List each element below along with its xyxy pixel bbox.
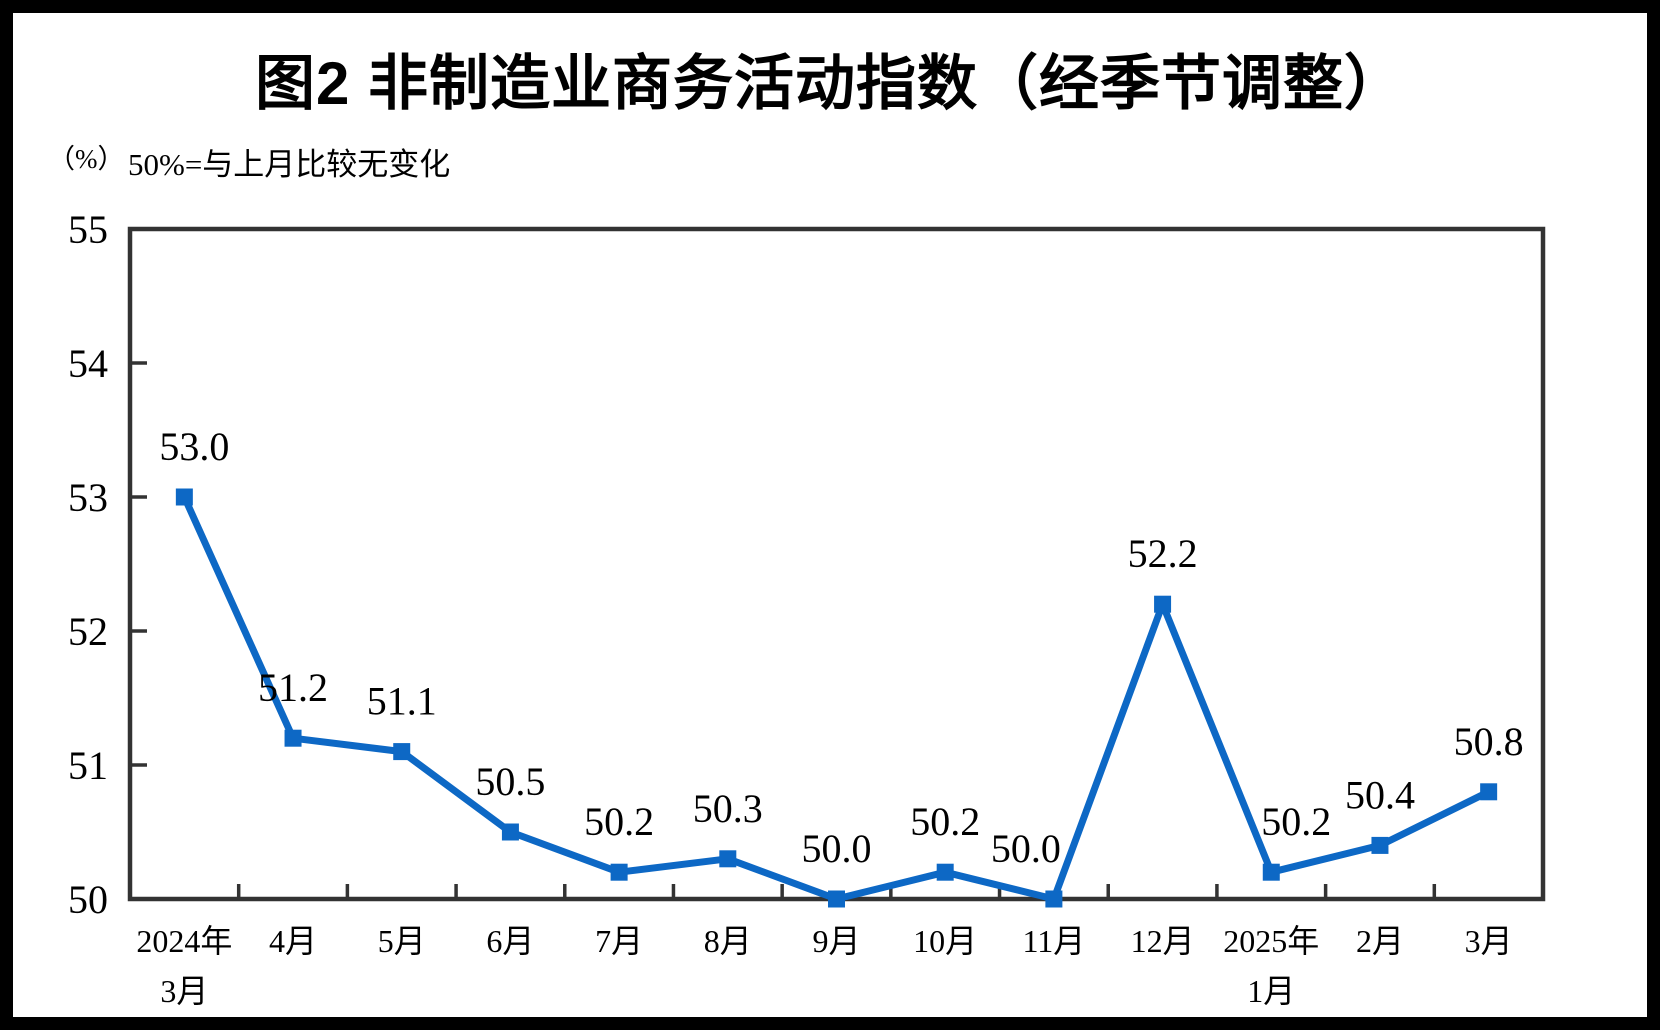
y-tick-label: 54 xyxy=(68,341,108,386)
data-point-marker xyxy=(501,823,519,841)
data-point-label: 51.1 xyxy=(367,679,437,724)
data-point-marker xyxy=(393,743,411,761)
data-point-marker xyxy=(828,890,845,908)
y-tick-label: 53 xyxy=(68,475,108,520)
x-tick-label: 9月 xyxy=(812,923,860,959)
data-point-label: 50.2 xyxy=(584,799,654,844)
data-point-label: 50.8 xyxy=(1454,719,1524,764)
y-tick-label: 51 xyxy=(68,743,108,788)
data-point-label: 50.2 xyxy=(910,799,980,844)
x-tick-label: 1月 xyxy=(1247,973,1295,1009)
data-point-label: 50.0 xyxy=(991,826,1061,871)
x-tick-label: 2025年 xyxy=(1223,923,1319,959)
x-tick-label: 5月 xyxy=(378,923,426,959)
x-tick-label: 6月 xyxy=(486,923,534,959)
x-tick-label: 11月 xyxy=(1022,923,1085,959)
x-tick-label: 7月 xyxy=(595,923,643,959)
data-point-label: 52.2 xyxy=(1128,531,1198,576)
data-point-label: 50.5 xyxy=(475,759,545,804)
reference-line-note: 50%=与上月比较无变化 xyxy=(128,147,451,182)
y-tick-label: 55 xyxy=(68,207,108,252)
x-tick-label: 2月 xyxy=(1356,923,1404,959)
data-point-marker xyxy=(610,863,628,881)
y-axis-unit-label: （%） xyxy=(48,144,125,174)
data-point-marker xyxy=(284,729,302,747)
data-point-label: 50.2 xyxy=(1261,799,1331,844)
chart-title: 图2 非制造业商务活动指数（经季节调整） xyxy=(254,50,1406,117)
y-tick-label: 50 xyxy=(68,877,108,922)
data-point-marker xyxy=(175,488,193,506)
data-point-label: 50.4 xyxy=(1345,772,1415,817)
x-tick-label: 3月 xyxy=(160,973,208,1009)
data-point-marker xyxy=(719,850,737,868)
data-point-marker xyxy=(1154,595,1172,613)
data-point-marker xyxy=(1262,863,1280,881)
data-point-label: 50.0 xyxy=(802,826,872,871)
data-point-label: 50.3 xyxy=(693,786,763,831)
x-tick-label: 2024年 xyxy=(136,923,232,959)
x-tick-label: 4月 xyxy=(269,923,317,959)
x-tick-label: 10月 xyxy=(913,923,977,959)
plot-area: 50 51 52 53 54 55 2024年 3月 4月 5月 6月 7月 8月 9月 10月 11月 12月… xyxy=(68,207,1546,1009)
data-point-marker xyxy=(936,863,954,881)
data-point-label: 53.0 xyxy=(159,424,229,469)
x-tick-label: 8月 xyxy=(704,923,752,959)
y-tick-label: 52 xyxy=(68,609,108,654)
x-tick-label: 12月 xyxy=(1131,923,1195,959)
data-point-label: 51.2 xyxy=(258,665,328,710)
x-tick-label: 3月 xyxy=(1465,923,1513,959)
data-point-marker xyxy=(1371,836,1389,854)
data-point-marker xyxy=(1480,783,1498,801)
data-point-marker xyxy=(1045,890,1063,908)
